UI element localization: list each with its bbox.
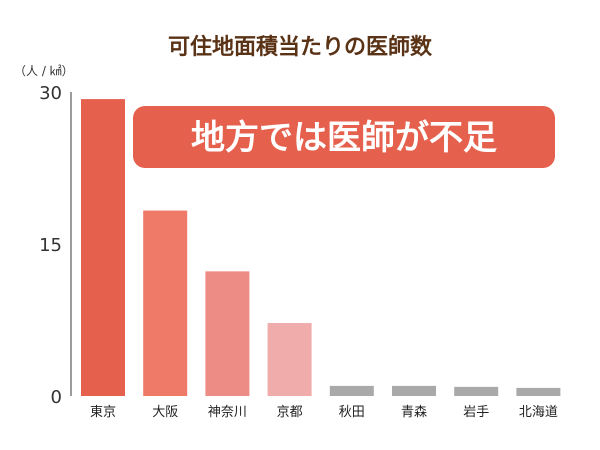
x-tick-label: 秋田 (339, 405, 365, 420)
bar-青森 (392, 385, 436, 396)
bar-大阪 (143, 210, 188, 396)
y-tick-label: 15 (39, 235, 62, 256)
x-tick-label: 大阪 (152, 405, 178, 420)
x-tick-label: 東京 (90, 404, 116, 420)
bar-岩手 (454, 386, 499, 396)
bar-北海道 (516, 387, 561, 396)
x-tick-label: 青森 (401, 405, 427, 420)
x-tick-label: 京都 (277, 405, 303, 420)
annotation-banner: 地方では医師が不足 (133, 106, 555, 168)
bars (81, 99, 561, 397)
bar-神奈川 (205, 271, 250, 396)
chart-title: 可住地面積当たりの医師数 (168, 34, 433, 60)
y-tick-label: 30 (39, 83, 62, 104)
y-axis-unit: （人 / ㎢） (14, 64, 74, 78)
x-tick-label: 岩手 (463, 405, 489, 420)
y-tick-labels: 0 15 30 (39, 83, 62, 408)
bar-秋田 (329, 385, 374, 396)
x-tick-labels: 東京 大阪 神奈川 京都 秋田 青森 岩手 北海道 (90, 404, 558, 420)
y-tick-label: 0 (51, 387, 62, 408)
annotation-text: 地方では医師が不足 (191, 118, 497, 158)
x-tick-label: 神奈川 (208, 405, 247, 420)
bar-東京 (81, 99, 125, 397)
x-tick-label: 北海道 (519, 405, 558, 420)
annotation-banner-background (133, 106, 555, 168)
bar-京都 (267, 323, 312, 396)
